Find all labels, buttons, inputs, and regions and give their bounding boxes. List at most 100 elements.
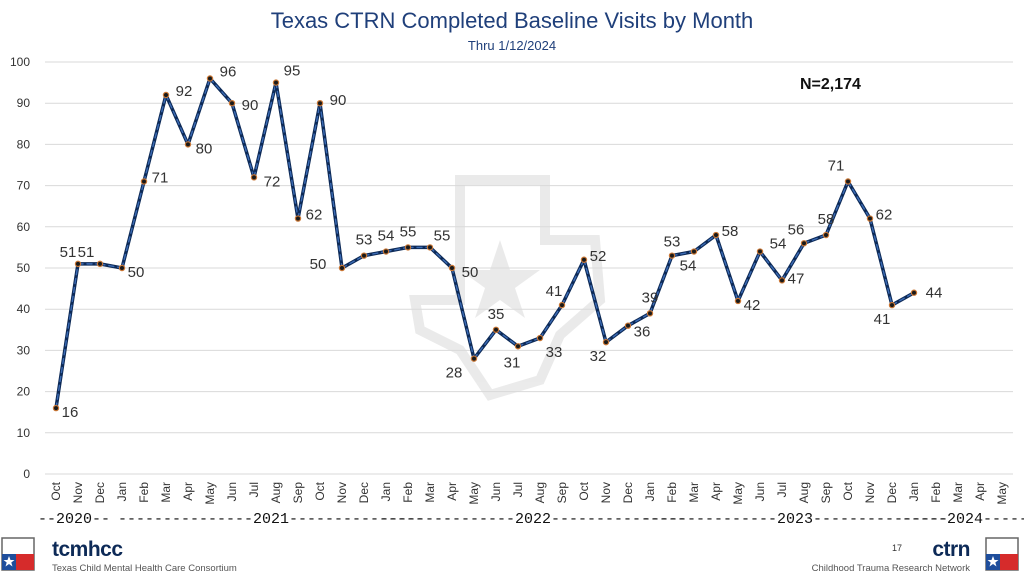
x-tick-label: Oct [577,481,591,500]
x-tick-label: Oct [841,481,855,500]
data-label: 39 [642,289,659,306]
ctrn-logo: ctrn Childhood Trauma Research Network [812,538,971,574]
line-segment-dash [561,259,585,306]
line-segment-dash [143,94,167,183]
data-point [734,297,742,305]
data-point [382,248,390,255]
year-label-2020: --2020-- [38,511,111,528]
data-point [580,256,588,263]
line-segment-dash [495,329,519,347]
data-label: 54 [378,228,395,245]
line-segment-dash [693,234,717,253]
x-tick-label: Oct [313,481,327,500]
data-point [558,301,566,309]
ctrn-logo-text: ctrn [932,538,970,561]
data-point [822,231,830,239]
x-tick-label: Aug [269,482,283,503]
data-point [514,343,522,350]
x-tick-label: Apr [445,482,459,501]
line-segment-dash [891,292,915,306]
data-point [668,252,676,259]
x-tick-label: Mar [423,482,437,503]
data-label: 35 [488,306,505,323]
line-segment-dash [759,250,783,282]
y-tick-label: 10 [17,426,31,440]
line-segment-dash [231,102,255,179]
data-label: 53 [664,234,681,251]
data-label: 41 [546,283,563,300]
data-point [272,79,280,86]
data-point [492,326,500,333]
y-tick-label: 90 [17,96,31,110]
line-segment-dash [297,102,321,220]
data-point [140,178,148,185]
line-segment-dash [121,180,145,269]
tcmhcc-caption: Texas Child Mental Health Care Consortiu… [52,563,237,574]
data-point [162,91,170,99]
data-point [448,264,456,272]
data-point [778,277,786,284]
y-tick-label: 50 [17,261,31,275]
x-tick-label: Nov [71,482,85,503]
texas-ctrn-watermark [409,175,606,401]
data-label: 90 [242,97,259,114]
x-tick-label: Jul [775,482,789,497]
x-tick-label: May [995,482,1009,505]
x-tick-label: Aug [533,482,547,503]
line-segment-dash [583,259,607,343]
data-point [52,404,60,412]
texas-flag-icon [1,537,35,571]
line-segment-dash [385,246,409,253]
data-point [624,322,632,329]
data-point [118,264,126,272]
line-segment-dash [429,246,453,269]
x-tick-label: Sep [819,482,833,504]
data-label: 51 [78,244,95,261]
line-segment-dash [869,217,893,306]
data-label: 16 [62,404,79,421]
data-label: 62 [876,207,893,224]
y-axis: 0 10 20 30 40 50 60 70 80 90 100 [10,55,30,481]
data-label: 71 [152,169,169,186]
line-segment-dash [275,81,299,220]
data-label: 52 [590,248,607,265]
year-label-2023: ---------------2023--------------- [642,511,949,528]
x-tick-label: May [731,482,745,505]
x-tick-label: Jan [907,482,921,501]
data-label: 90 [330,92,347,109]
y-tick-label: 30 [17,343,31,357]
data-label: 96 [220,63,237,80]
line-segment [560,258,586,307]
tcmhcc-logo: tcmhcc Texas Child Mental Health Care Co… [52,538,237,574]
x-tick-label: Dec [621,482,635,503]
line-segment-dash [737,250,761,302]
data-point [646,310,654,317]
line-segment-dash [649,254,673,315]
x-tick-label: Aug [797,482,811,503]
data-label: 50 [310,256,327,273]
line-segment-dash [451,267,475,360]
data-label: 51 [60,244,77,261]
x-tick-label: Jul [511,482,525,497]
data-point [96,260,104,268]
x-tick-label: Oct [49,481,63,500]
data-label: 80 [196,140,213,157]
line-segment-dash [605,324,629,343]
data-label: 62 [306,207,323,224]
line-segment-dash [517,337,541,347]
y-tick-label: 60 [17,220,31,234]
y-tick-label: 0 [23,467,30,481]
data-point [712,231,720,239]
data-point [888,301,896,309]
line-segment-dash [715,234,739,302]
tcmhcc-logo-text: tcmhcc [52,538,123,561]
line-segment-dash [627,312,651,327]
x-tick-label: Feb [137,482,151,503]
data-label: 58 [722,223,739,240]
data-label: 33 [546,344,563,361]
data-label: 47 [788,270,805,287]
texas-flag-icon-right [985,537,1019,571]
chart-title: Texas CTRN Completed Baseline Visits by … [270,8,754,33]
x-tick-label: Sep [555,482,569,504]
line-segment-dash [55,263,79,409]
